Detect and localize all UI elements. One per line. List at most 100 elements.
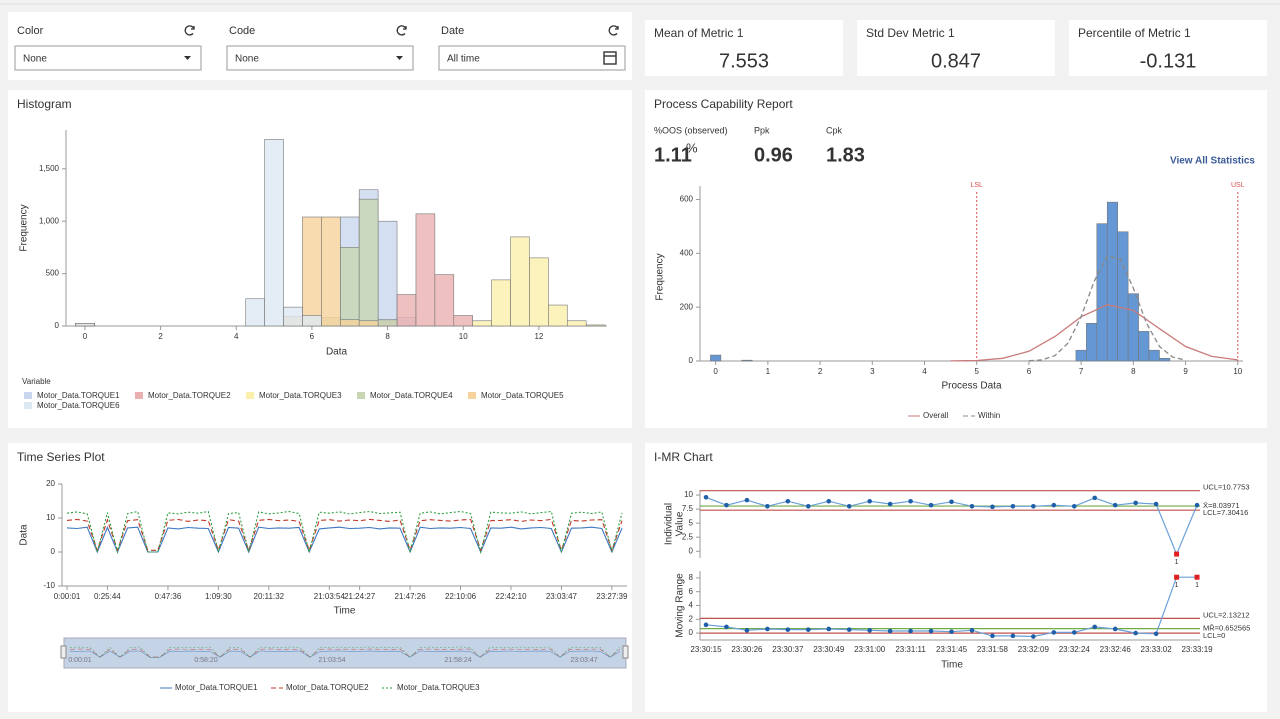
x-tick-label: 23:03:47 — [546, 592, 578, 601]
point — [703, 622, 709, 628]
x-tick-label: 23:32:46 — [1100, 645, 1132, 654]
refresh-icons — [184, 25, 619, 36]
kpi-value: -0.131 — [1140, 50, 1197, 72]
date-box[interactable] — [438, 45, 626, 71]
point — [928, 628, 934, 634]
limit-label: LCL=7.30416 — [1203, 508, 1248, 517]
point — [1174, 551, 1180, 557]
point — [1092, 624, 1098, 630]
x-tick-label: 23:31:58 — [977, 645, 1009, 654]
point-label: 1 — [1175, 582, 1179, 589]
legend-label: Motor_Data.TORQUE5 — [481, 391, 564, 400]
point — [1051, 502, 1057, 508]
x-tick-label: 9 — [1183, 367, 1188, 376]
y-tick-label: 500 — [46, 269, 60, 278]
stat-value: 1.83 — [826, 144, 865, 166]
capability-panel — [645, 90, 1267, 428]
refresh-icon[interactable] — [396, 25, 407, 36]
kpi-label: Percentile of Metric 1 — [1078, 26, 1191, 40]
navigator-label: 0:00:01 — [68, 657, 91, 664]
navigator-line — [69, 646, 621, 658]
bar — [377, 220, 398, 327]
y-tick-label: 6 — [689, 587, 694, 596]
bar — [339, 319, 360, 327]
stat-value: 1.11 — [654, 144, 692, 166]
y-tick-label: 1,000 — [39, 216, 60, 225]
x-tick-label: 23:27:39 — [596, 592, 628, 601]
limit-label: X̄=8.03971 — [1203, 501, 1240, 510]
legend-swatch — [24, 402, 32, 409]
bar — [491, 279, 511, 327]
select-box[interactable] — [14, 45, 202, 71]
y-axis-label: Frequency — [655, 253, 666, 300]
y-tick-label: 10 — [46, 513, 55, 522]
bar — [283, 306, 303, 327]
x-tick-label: 10 — [1233, 367, 1242, 376]
x-axis-label: Time — [941, 660, 963, 671]
chart-title: Histogram — [17, 97, 72, 111]
fit-curve — [1028, 255, 1186, 362]
limit-label: LCL=0 — [1203, 631, 1225, 640]
navigator-label: 21:03:54 — [318, 657, 345, 664]
legend-label: Motor_Data.TORQUE1 — [37, 391, 120, 400]
point — [724, 502, 729, 508]
x-tick-label: 23:32:24 — [1059, 645, 1091, 654]
legend-swatch — [246, 392, 254, 399]
y-tick-label: 0 — [689, 628, 694, 637]
x-tick-label: 23:31:45 — [936, 645, 968, 654]
point — [1031, 503, 1036, 509]
x-tick-label: 22:10:06 — [445, 592, 477, 601]
bar — [548, 304, 568, 327]
x-axis-label: Data — [326, 347, 348, 358]
bar — [75, 323, 95, 327]
filter-label: Code — [229, 25, 255, 37]
y-tick-label: 200 — [680, 302, 694, 311]
kpi-value: 0.847 — [931, 50, 981, 72]
point — [1031, 634, 1036, 639]
y-tick-label: 2.5 — [682, 532, 694, 541]
bar — [321, 216, 341, 327]
navigator-handle[interactable] — [60, 645, 67, 659]
point — [1194, 502, 1200, 508]
dropdown-arrow — [396, 56, 403, 60]
legend-swatch — [24, 392, 32, 399]
y-tick-label: 0 — [689, 546, 694, 555]
point — [1071, 630, 1077, 635]
x-tick-label: 4 — [234, 332, 239, 341]
refresh-icon[interactable] — [608, 25, 619, 36]
legend-label: Motor_Data.TORQUE1 — [175, 683, 258, 692]
x-tick-label: 0:47:36 — [155, 592, 182, 601]
stat-value: 0.96 — [754, 144, 793, 166]
refresh-icon[interactable] — [184, 25, 195, 36]
legend-swatch — [468, 392, 476, 399]
point — [887, 628, 893, 634]
bar — [1117, 231, 1129, 362]
point — [846, 503, 852, 509]
x-tick-label: 8 — [1131, 367, 1136, 376]
limit-label: MR̄=0.652565 — [1203, 624, 1250, 633]
navigator-handle[interactable] — [622, 645, 629, 659]
legend-label: Motor_Data.TORQUE3 — [397, 683, 480, 692]
select-value: None — [235, 54, 259, 65]
point — [928, 502, 934, 508]
bar — [302, 315, 322, 327]
link[interactable]: View All Statistics — [1170, 156, 1255, 167]
point — [1133, 630, 1138, 636]
legend-label: Overall — [923, 411, 949, 420]
x-tick-label: 23:33:02 — [1141, 645, 1173, 654]
imr-panel — [645, 443, 1267, 712]
point — [1153, 501, 1159, 507]
point — [1010, 503, 1016, 509]
point — [1153, 631, 1159, 637]
x-axis-label: Process Data — [941, 381, 1001, 392]
bar — [339, 247, 360, 327]
x-tick-label: 21:24:27 — [344, 592, 376, 601]
kpi-card — [645, 20, 843, 76]
x-tick-label: 21:47:26 — [395, 592, 427, 601]
bar — [434, 274, 455, 327]
point — [1071, 503, 1077, 509]
select-box[interactable] — [226, 45, 414, 71]
navigator[interactable] — [63, 637, 627, 669]
